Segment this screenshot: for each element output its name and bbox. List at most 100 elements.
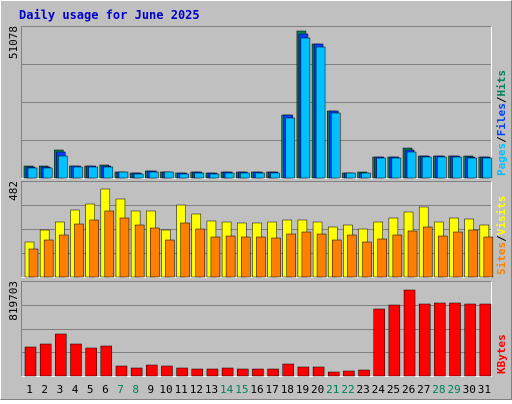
panel-3: 819703 KBytes [7,281,508,377]
bar-sites-day-20 [316,233,327,278]
y-axis-max-label: 51078 [7,26,20,59]
x-tick-label-day-19: 19 [296,383,309,396]
bar-kbytes-day-4 [70,343,82,377]
x-tick-label-day-5: 5 [87,383,94,396]
bar-pages-day-16 [255,172,265,179]
bar-pages-day-22 [346,172,356,179]
x-axis-day-labels: 1 2 3 4 5 6 7 8 9 10 11 12 13 14 15 16 17 18 19 20 21 22 23 24 2… [26,383,491,396]
panel-border-dark [21,26,492,179]
bar-kbytes-day-29 [449,302,461,377]
panel-border-dark [21,281,492,377]
legend: Sites/Visits [495,196,508,276]
bar-sites-day-12 [195,228,206,278]
legend-entry-files: Files [495,103,508,136]
x-tick-label-day-14: 14 [220,383,234,396]
bar-sites-day-19 [301,231,312,278]
bar-sites-day-24 [377,238,387,278]
bar-sites-day-23 [362,241,372,278]
panel-2: 482 Sites/Visits [7,181,508,278]
bar-sites-day-31 [483,236,494,278]
legend-separator: / [495,96,508,103]
bar-sites-day-16 [256,236,266,278]
bar-pages-day-15 [240,172,250,179]
bar-pages-day-9 [149,171,159,179]
x-tick-label-day-11: 11 [175,383,188,396]
x-tick-label-day-16: 16 [250,383,263,396]
bar-pages-day-28 [437,156,447,179]
x-tick-label-day-27: 27 [417,383,430,396]
bar-sites-day-18 [286,233,296,278]
x-tick-label-day-12: 12 [190,383,203,396]
x-tick-label-day-22: 22 [341,383,354,396]
bar-pages-day-30 [467,157,477,179]
legend-separator: / [495,235,508,242]
bar-kbytes-day-26 [403,289,416,377]
bar-sites-day-14 [225,235,236,278]
bar-pages-day-19 [300,37,311,179]
legend: KBytes [495,334,508,374]
bar-pages-day-24 [376,157,386,179]
bar-kbytes-day-18 [282,363,294,377]
bar-pages-day-5 [88,166,98,179]
bar-kbytes-day-5 [85,347,97,377]
bar-sites-day-27 [422,226,433,278]
bar-pages-day-7 [118,171,129,179]
bar-sites-day-3 [59,234,69,278]
bar-kbytes-day-19 [297,366,310,377]
bar-pages-day-1 [27,167,38,179]
bar-kbytes-day-25 [388,304,401,377]
x-tick-label-day-7: 7 [117,383,124,396]
bar-sites-day-21 [331,239,342,278]
x-tick-label-day-17: 17 [266,383,279,396]
bar-pages-day-12 [194,172,205,179]
bar-pages-day-17 [270,172,280,179]
bar-sites-day-17 [271,237,281,278]
x-tick-label-day-30: 30 [463,383,476,396]
bar-kbytes-day-3 [55,333,67,377]
bar-sites-day-1 [28,248,39,278]
bar-kbytes-day-8 [130,367,143,377]
x-tick-label-day-9: 9 [148,383,155,396]
bar-pages-day-6 [103,166,114,179]
bar-sites-day-26 [407,230,418,278]
x-tick-label-day-4: 4 [72,383,79,396]
bar-kbytes-day-17 [267,368,279,377]
bar-sites-day-7 [119,217,130,278]
x-tick-label-day-24: 24 [372,383,386,396]
legend-entry-pages: Pages [495,143,508,176]
bar-kbytes-day-13 [206,368,219,377]
bar-sites-day-8 [134,224,145,278]
bar-pages-day-11 [179,173,189,179]
bar-pages-day-18 [285,117,295,179]
bar-pages-day-13 [209,173,220,179]
legend: Pages/Files/Hits [495,70,508,176]
x-tick-label-day-21: 21 [326,383,339,396]
bar-sites-day-13 [210,236,221,278]
bar-sites-day-5 [89,219,99,278]
bar-kbytes-day-15 [237,368,249,377]
y-axis-max-label: 482 [7,181,20,201]
bar-kbytes-day-7 [115,365,128,377]
panel-border-light [21,26,492,179]
bar-kbytes-day-21 [327,371,340,377]
bar-sites-day-2 [43,239,54,278]
x-tick-label-day-13: 13 [205,383,218,396]
bar-sites-day-6 [104,210,115,278]
bar-kbytes-day-24 [373,308,385,377]
bar-sites-day-10 [165,239,175,278]
chart-title: Daily usage for June 2025 [19,8,200,22]
x-tick-label-day-31: 31 [478,383,491,396]
bar-kbytes-day-16 [252,368,264,377]
legend-entry-hits: Hits [495,70,508,97]
bar-pages-day-31 [482,157,493,179]
bar-kbytes-day-6 [100,345,113,377]
bar-sites-day-11 [180,222,190,278]
bar-kbytes-day-27 [418,303,431,377]
bar-sites-day-28 [438,235,448,278]
y-axis-max-label: 819703 [7,281,20,321]
x-tick-label-day-8: 8 [132,383,139,396]
